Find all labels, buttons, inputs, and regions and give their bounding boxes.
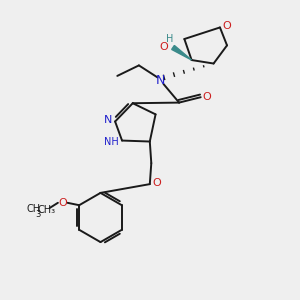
Text: O: O xyxy=(202,92,211,102)
Text: 3: 3 xyxy=(35,210,41,219)
Text: N: N xyxy=(103,115,112,125)
Text: CH: CH xyxy=(27,204,41,214)
Text: NH: NH xyxy=(104,137,119,147)
Text: N: N xyxy=(156,74,165,88)
Text: CH₃: CH₃ xyxy=(37,205,55,215)
Polygon shape xyxy=(172,46,192,60)
Text: O: O xyxy=(222,21,231,31)
Text: H: H xyxy=(166,34,173,44)
Text: O: O xyxy=(58,198,67,208)
Text: O: O xyxy=(160,42,169,52)
Text: O: O xyxy=(152,178,161,188)
